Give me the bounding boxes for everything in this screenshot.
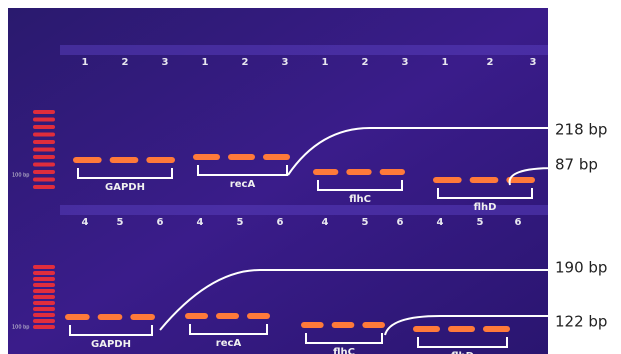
lane-number: 1	[202, 57, 209, 68]
lane-number: 6	[515, 217, 522, 228]
gene-label: flhC	[333, 347, 355, 354]
gene-label: GAPDH	[91, 339, 131, 350]
gene-label: recA	[216, 338, 242, 349]
lane-number: 2	[122, 57, 129, 68]
pcr-band	[110, 157, 139, 163]
lane-number: 5	[117, 217, 124, 228]
ladder-band	[33, 319, 55, 323]
lane-number: 6	[157, 217, 164, 228]
ladder-band	[33, 118, 55, 122]
gene-label: flhD	[474, 202, 497, 213]
ladder-band	[33, 289, 55, 293]
lane-number: 2	[362, 57, 369, 68]
pcr-band	[362, 322, 385, 328]
lane-number: 4	[82, 217, 89, 228]
ladder-band	[33, 313, 55, 317]
pcr-band	[216, 313, 239, 319]
gene-label: GAPDH	[105, 182, 145, 193]
pcr-band	[413, 326, 440, 332]
size-label: 190 bp	[555, 259, 607, 277]
ladder-band	[33, 283, 55, 287]
lane-number: 3	[282, 57, 289, 68]
pcr-band	[380, 169, 405, 175]
pcr-band	[98, 314, 123, 320]
wells-top	[60, 45, 548, 55]
pcr-band	[146, 157, 175, 163]
pcr-band	[332, 322, 355, 328]
pcr-band	[433, 177, 462, 183]
size-label: 87 bp	[555, 156, 598, 174]
pcr-band	[448, 326, 475, 332]
lane-number: 3	[530, 57, 537, 68]
ladder-band	[33, 307, 55, 311]
lane-number: 5	[477, 217, 484, 228]
ladder-band	[33, 133, 55, 137]
ladder-band	[33, 295, 55, 299]
size-label: 218 bp	[555, 121, 607, 139]
pcr-band	[263, 154, 290, 160]
gel	[8, 8, 548, 354]
ladder-band	[33, 271, 55, 275]
gel-figure: 1 2 3 1 2 3 1 2 3 1 2 3 100 bp GAPDH recA flhC flhD 4 5 6 4 5…	[0, 0, 621, 354]
gene-label: recA	[230, 179, 256, 190]
lane-number: 4	[322, 217, 329, 228]
lane-number: 5	[237, 217, 244, 228]
pcr-band	[301, 322, 324, 328]
ladder-label: 100 bp	[12, 325, 29, 331]
ladder-band	[33, 110, 55, 114]
lane-number: 1	[322, 57, 329, 68]
ladder-label: 100 bp	[12, 173, 29, 179]
pcr-band	[65, 314, 90, 320]
lane-number: 2	[242, 57, 249, 68]
lane-number: 1	[442, 57, 449, 68]
lane-number: 5	[362, 217, 369, 228]
pcr-band	[483, 326, 510, 332]
ladder-band	[33, 163, 55, 167]
size-label: 122 bp	[555, 313, 607, 331]
pcr-band	[470, 177, 499, 183]
lane-number: 1	[82, 57, 89, 68]
ladder-band	[33, 140, 55, 144]
pcr-band	[228, 154, 255, 160]
ladder-band	[33, 125, 55, 129]
ladder-band	[33, 155, 55, 159]
pcr-band	[313, 169, 338, 175]
pcr-band	[73, 157, 102, 163]
lane-number: 3	[402, 57, 409, 68]
ladder-band	[33, 325, 55, 329]
pcr-band	[130, 314, 155, 320]
ladder-band	[33, 170, 55, 174]
lane-number: 2	[487, 57, 494, 68]
ladder-band	[33, 185, 55, 189]
ladder-band	[33, 148, 55, 152]
ladder-band	[33, 265, 55, 269]
lane-number: 6	[277, 217, 284, 228]
pcr-band	[185, 313, 208, 319]
pcr-band	[346, 169, 371, 175]
ladder-band	[33, 301, 55, 305]
gene-label: flhC	[349, 194, 371, 205]
lane-number: 6	[397, 217, 404, 228]
pcr-band	[193, 154, 220, 160]
ladder-band	[33, 277, 55, 281]
pcr-band	[247, 313, 270, 319]
ladder-band	[33, 178, 55, 182]
lane-number: 4	[437, 217, 444, 228]
lane-number: 3	[162, 57, 169, 68]
lane-number: 4	[197, 217, 204, 228]
